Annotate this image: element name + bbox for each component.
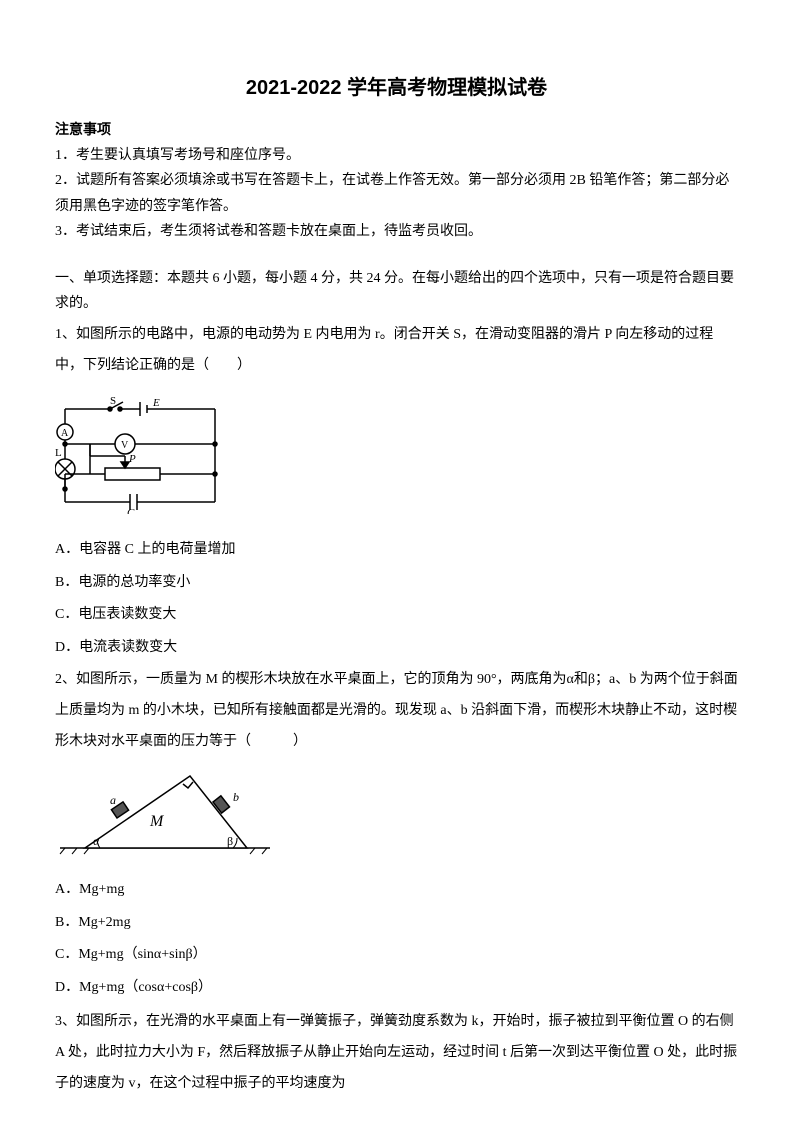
- q2-option-b: B．Mg+2mg: [55, 910, 738, 937]
- notice-item-2: 2．试题所有答案必须填涂或书写在答题卡上，在试卷上作答无效。第一部分必须用 2B…: [55, 168, 738, 218]
- q1-option-c: C．电压表读数变大: [55, 602, 738, 629]
- notice-item-1: 1．考生要认真填写考场号和座位序号。: [55, 143, 738, 168]
- section-1-header: 一、单项选择题：本题共 6 小题，每小题 4 分，共 24 分。在每小题给出的四…: [55, 266, 738, 316]
- question-1: 1、如图所示的电路中，电源的电动势为 E 内电用为 r。闭合开关 S，在滑动变阻…: [55, 320, 738, 382]
- label-m-big: M: [149, 813, 165, 830]
- label-b-block: b: [233, 790, 239, 804]
- q1-option-d: D．电流表读数变大: [55, 635, 738, 662]
- label-a-block: a: [110, 793, 116, 807]
- label-beta: β: [227, 834, 233, 848]
- label-l: L: [55, 447, 62, 459]
- label-v: V: [121, 440, 129, 451]
- label-e: E: [152, 397, 160, 409]
- question-3-text: 3、如图所示，在光滑的水平桌面上有一弹簧振子，弹簧劲度系数为 k，开始时，振子被…: [55, 1007, 738, 1099]
- q2-option-c: C．Mg+mg（sinα+sinβ）: [55, 942, 738, 969]
- question-1-text: 1、如图所示的电路中，电源的电动势为 E 内电用为 r。闭合开关 S，在滑动变阻…: [55, 320, 738, 382]
- question-2-text: 2、如图所示，一质量为 M 的楔形木块放在水平桌面上，它的顶角为 90°，两底角…: [55, 665, 738, 757]
- q2-option-d: D．Mg+mg（cosα+cosβ）: [55, 975, 738, 1002]
- q1-option-b: B．电源的总功率变小: [55, 570, 738, 597]
- label-p: P: [128, 453, 136, 465]
- question-3: 3、如图所示，在光滑的水平桌面上有一弹簧振子，弹簧劲度系数为 k，开始时，振子被…: [55, 1007, 738, 1099]
- notice-header: 注意事项: [55, 118, 738, 143]
- q1-option-a: A．电容器 C 上的电荷量增加: [55, 537, 738, 564]
- circuit-diagram: S E A V L P C: [55, 394, 225, 514]
- notice-item-3: 3．考试结束后，考生须将试卷和答题卡放在桌面上，待监考员收回。: [55, 219, 738, 244]
- label-a: A: [61, 428, 69, 439]
- wedge-diagram: M a b α β: [55, 766, 275, 856]
- question-2: 2、如图所示，一质量为 M 的楔形木块放在水平桌面上，它的顶角为 90°，两底角…: [55, 665, 738, 757]
- exam-title: 2021-2022 学年高考物理模拟试卷: [55, 70, 738, 106]
- q2-option-a: A．Mg+mg: [55, 877, 738, 904]
- label-s: S: [110, 395, 116, 407]
- label-c: C: [127, 507, 135, 514]
